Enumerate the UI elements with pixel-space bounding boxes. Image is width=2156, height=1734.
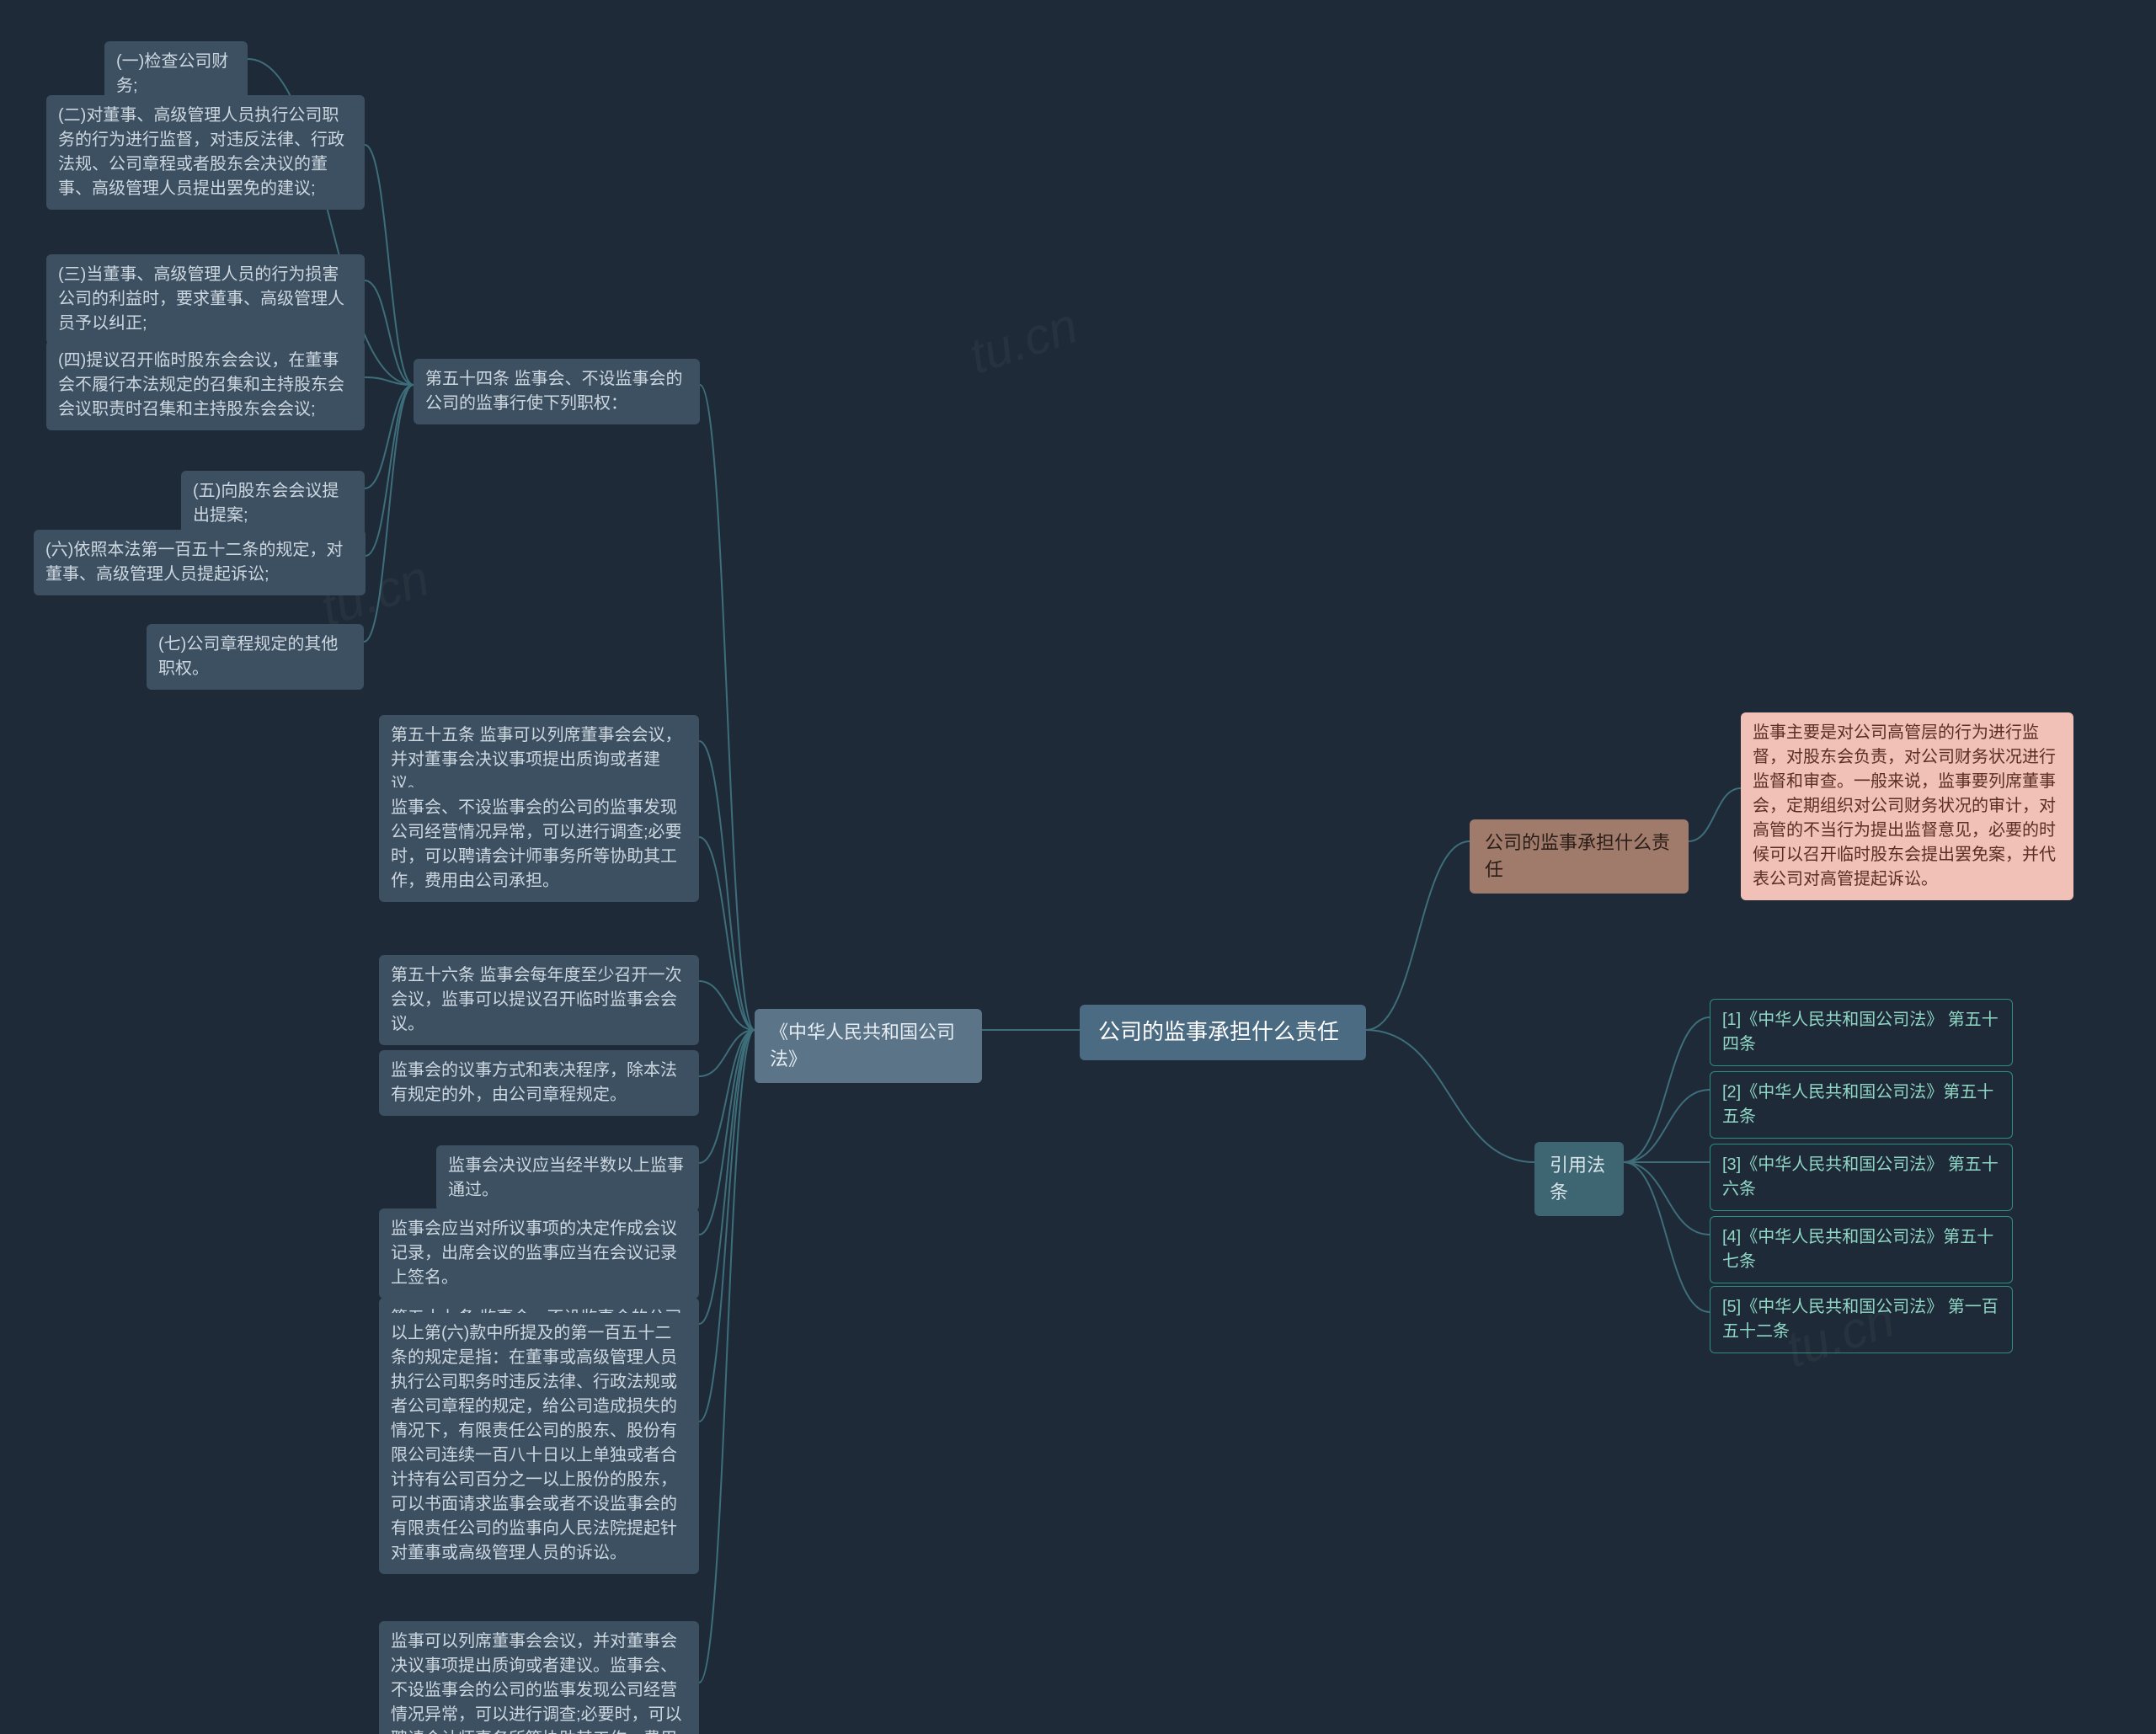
node-l1f: 监事会应当对所议事项的决定作成会议记录，出席会议的监事应当在会议记录上签名。: [379, 1208, 699, 1299]
watermark: tu.cn: [963, 296, 1085, 386]
edge: [365, 145, 414, 385]
node-r2b: [2]《中华人民共和国公司法》第五十五条: [1710, 1071, 2013, 1139]
node-l1i: 监事可以列席董事会会议，并对董事会决议事项提出质询或者建议。监事会、不设监事会的…: [379, 1621, 699, 1734]
edge: [699, 837, 755, 1030]
node-p4: (四)提议召开临时股东会会议，在董事会不履行本法规定的召集和主持股东会会议职责时…: [46, 340, 365, 430]
mindmap-canvas: tu.cntu.cntu.cntu.cn公司的监事承担什么责任公司的监事承担什么…: [0, 0, 2156, 1734]
node-r1: 公司的监事承担什么责任: [1470, 819, 1689, 894]
node-l1d: 监事会的议事方式和表决程序，除本法有规定的外，由公司章程规定。: [379, 1050, 699, 1116]
edge: [365, 377, 414, 385]
node-l1e: 监事会决议应当经半数以上监事通过。: [436, 1145, 699, 1211]
edge: [700, 385, 755, 1030]
edge: [1366, 841, 1470, 1030]
node-r2c: [3]《中华人民共和国公司法》 第五十六条: [1710, 1144, 2013, 1211]
edge: [699, 741, 755, 1030]
node-r1a: 监事主要是对公司高管层的行为进行监督，对股东会负责，对公司财务状况进行监督和审查…: [1741, 712, 2073, 900]
edge: [699, 1030, 755, 1324]
edge: [365, 280, 414, 385]
node-l1c: 第五十六条 监事会每年度至少召开一次会议，监事可以提议召开临时监事会会议。: [379, 955, 699, 1045]
edge: [1624, 1162, 1710, 1235]
node-p5: (五)向股东会会议提出提案;: [181, 471, 365, 536]
node-l1: 《中华人民共和国公司法》: [755, 1009, 982, 1083]
edge: [1366, 1030, 1534, 1162]
edge: [699, 1030, 755, 1163]
edge: [366, 385, 414, 556]
edge: [365, 385, 414, 488]
node-p2: (二)对董事、高级管理人员执行公司职务的行为进行监督，对违反法律、行政法规、公司…: [46, 95, 365, 210]
node-root: 公司的监事承担什么责任: [1080, 1005, 1366, 1060]
edge: [1624, 1090, 1710, 1162]
node-r2e: [5]《中华人民共和国公司法》 第一百五十二条: [1710, 1286, 2013, 1353]
edge: [1624, 1162, 1710, 1312]
node-r2d: [4]《中华人民共和国公司法》第五十七条: [1710, 1216, 2013, 1283]
node-l1b: 监事会、不设监事会的公司的监事发现公司经营情况异常，可以进行调查;必要时，可以聘…: [379, 787, 699, 902]
edge: [699, 1030, 755, 1076]
edge: [699, 1030, 755, 1235]
node-l1h: 以上第(六)款中所提及的第一百五十二条的规定是指：在董事或高级管理人员执行公司职…: [379, 1313, 699, 1574]
edge: [699, 1030, 755, 1683]
node-r2a: [1]《中华人民共和国公司法》 第五十四条: [1710, 999, 2013, 1066]
node-p6: (六)依照本法第一百五十二条的规定，对董事、高级管理人员提起诉讼;: [34, 530, 366, 595]
edge: [699, 981, 755, 1030]
node-l1_54: 第五十四条 监事会、不设监事会的公司的监事行使下列职权：: [414, 359, 700, 424]
node-r2: 引用法条: [1534, 1142, 1624, 1216]
edge: [364, 385, 414, 642]
edge: [1689, 788, 1741, 841]
node-p3: (三)当董事、高级管理人员的行为损害公司的利益时，要求董事、高级管理人员予以纠正…: [46, 254, 365, 344]
node-p7: (七)公司章程规定的其他职权。: [147, 624, 364, 690]
edge: [1624, 1017, 1710, 1162]
edge: [699, 1030, 755, 1422]
